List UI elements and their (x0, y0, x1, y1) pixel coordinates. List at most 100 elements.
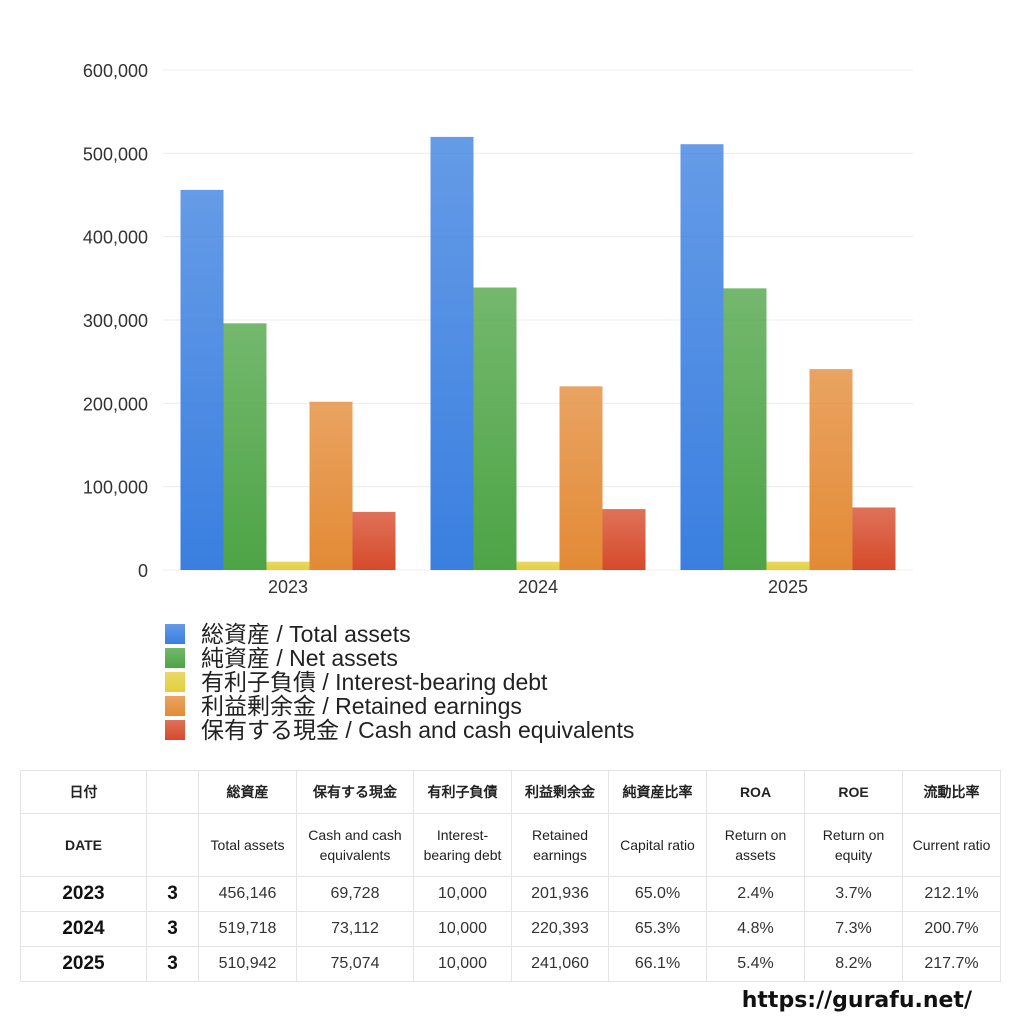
legend-label: 有利子負債 / Interest-bearing debt (201, 669, 548, 695)
table-cell: 8.2% (804, 946, 903, 982)
table-row: 2024 3 519,718 73,112 10,000 220,393 65.3% 4.8%… (20, 911, 1001, 947)
bar-chart: 0 100,000 200,000 300,000 400,000 500,000 600,… (83, 61, 913, 597)
table-cell: 有利子負債 (413, 770, 512, 814)
table-cell: 3 (146, 946, 199, 982)
y-tick-label: 200,000 (83, 394, 148, 414)
financial-table: 日付 総資産 保有する現金 有利子負債 利益剰余金 純資産比率 ROA ROE 流動比率 DATE… (20, 770, 1001, 982)
x-tick-label: 2024 (518, 577, 558, 597)
table-cell (146, 813, 199, 877)
legend-item: 利益剰余金 / Retained earnings (165, 694, 634, 718)
y-tick-label: 100,000 (83, 478, 148, 498)
bar-1-2025 (723, 288, 767, 570)
table-cell: ROA (706, 770, 805, 814)
legend-swatch (165, 648, 185, 668)
bar-3-2025 (809, 369, 853, 570)
y-tick-label: 300,000 (83, 311, 148, 331)
table-cell: 7.3% (804, 911, 903, 947)
table-cell: 純資産比率 (608, 770, 707, 814)
table-cell: Total assets (198, 813, 297, 877)
y-axis-ticks: 0 100,000 200,000 300,000 400,000 500,000 600,… (83, 61, 148, 581)
legend-item: 保有する現金 / Cash and cash equivalents (165, 718, 634, 742)
table-cell: 3 (146, 911, 199, 947)
bars (180, 136, 896, 570)
table-cell: Cash and cash equivalents (296, 813, 414, 877)
table-cell: 流動比率 (902, 770, 1001, 814)
table-cell: 200.7% (902, 911, 1001, 947)
table-row: 2025 3 510,942 75,074 10,000 241,060 66.1% 5.4%… (20, 946, 1001, 982)
y-tick-label: 0 (138, 561, 148, 581)
table-cell: 保有する現金 (296, 770, 414, 814)
table-cell: 519,718 (198, 911, 297, 947)
table-cell: 2023 (20, 876, 147, 912)
legend-label: 利益剰余金 / Retained earnings (201, 693, 522, 719)
table-cell: 4.8% (706, 911, 805, 947)
table-row: 2023 3 456,146 69,728 10,000 201,936 65.0% 2.4%… (20, 876, 1001, 912)
table-cell: Return on equity (804, 813, 903, 877)
table-cell: 10,000 (413, 911, 512, 947)
legend-label: 総資産 / Total assets (201, 621, 411, 647)
bar-2-2024 (516, 561, 560, 570)
table-header-en: DATE Total assets Cash and cash equivalent… (20, 813, 1001, 877)
bar-4-2024 (602, 509, 646, 570)
table-cell: 201,936 (511, 876, 609, 912)
legend-swatch (165, 696, 185, 716)
grid-lines (163, 69, 913, 571)
bar-1-2024 (473, 287, 517, 570)
table-cell: 10,000 (413, 946, 512, 982)
table-cell: 日付 (20, 770, 147, 814)
table-cell: Current ratio (902, 813, 1001, 877)
table-cell: 5.4% (706, 946, 805, 982)
table-cell: 75,074 (296, 946, 414, 982)
table-cell: Retained earnings (511, 813, 609, 877)
table-cell: 10,000 (413, 876, 512, 912)
table-cell: Return on assets (706, 813, 805, 877)
site-url[interactable]: https://gurafu.net/ (741, 988, 972, 1013)
bar-4-2023 (352, 511, 396, 570)
table-cell: ROE (804, 770, 903, 814)
table-cell: 69,728 (296, 876, 414, 912)
y-tick-label: 500,000 (83, 144, 148, 164)
legend-item: 総資産 / Total assets (165, 622, 634, 646)
legend-item: 有利子負債 / Interest-bearing debt (165, 670, 634, 694)
table-cell: 73,112 (296, 911, 414, 947)
legend-swatch (165, 672, 185, 692)
table-cell: DATE (20, 813, 147, 877)
table-cell: 利益剰余金 (511, 770, 609, 814)
x-axis-ticks: 2023 2024 2025 (268, 577, 808, 597)
table-cell: Capital ratio (608, 813, 707, 877)
table-cell: 2024 (20, 911, 147, 947)
bar-4-2025 (852, 507, 896, 570)
bar-0-2023 (180, 189, 224, 570)
table-cell: 2.4% (706, 876, 805, 912)
table-cell: 212.1% (902, 876, 1001, 912)
table-cell (146, 770, 199, 814)
table-cell: Interest-bearing debt (413, 813, 512, 877)
legend-swatch (165, 720, 185, 740)
bar-2-2025 (766, 561, 810, 570)
legend-item: 純資産 / Net assets (165, 646, 634, 670)
legend-swatch (165, 624, 185, 644)
table-cell: 65.0% (608, 876, 707, 912)
table-cell: 66.1% (608, 946, 707, 982)
table-cell: 510,942 (198, 946, 297, 982)
table-cell: 241,060 (511, 946, 609, 982)
x-tick-label: 2023 (268, 577, 308, 597)
bar-2-2023 (266, 561, 310, 570)
bar-1-2023 (223, 323, 267, 570)
table-cell: 65.3% (608, 911, 707, 947)
table-cell: 3 (146, 876, 199, 912)
table-cell: 2025 (20, 946, 147, 982)
bar-0-2025 (680, 144, 724, 570)
table-cell: 220,393 (511, 911, 609, 947)
table-cell: 456,146 (198, 876, 297, 912)
bar-0-2024 (430, 136, 474, 570)
table-cell: 総資産 (198, 770, 297, 814)
table-cell: 217.7% (902, 946, 1001, 982)
bar-3-2023 (309, 401, 353, 570)
y-tick-label: 400,000 (83, 228, 148, 248)
table-header-ja: 日付 総資産 保有する現金 有利子負債 利益剰余金 純資産比率 ROA ROE 流動比率 (20, 770, 1001, 814)
legend-label: 純資産 / Net assets (201, 645, 398, 671)
y-tick-label: 600,000 (83, 61, 148, 81)
bar-3-2024 (559, 386, 603, 570)
x-tick-label: 2025 (768, 577, 808, 597)
